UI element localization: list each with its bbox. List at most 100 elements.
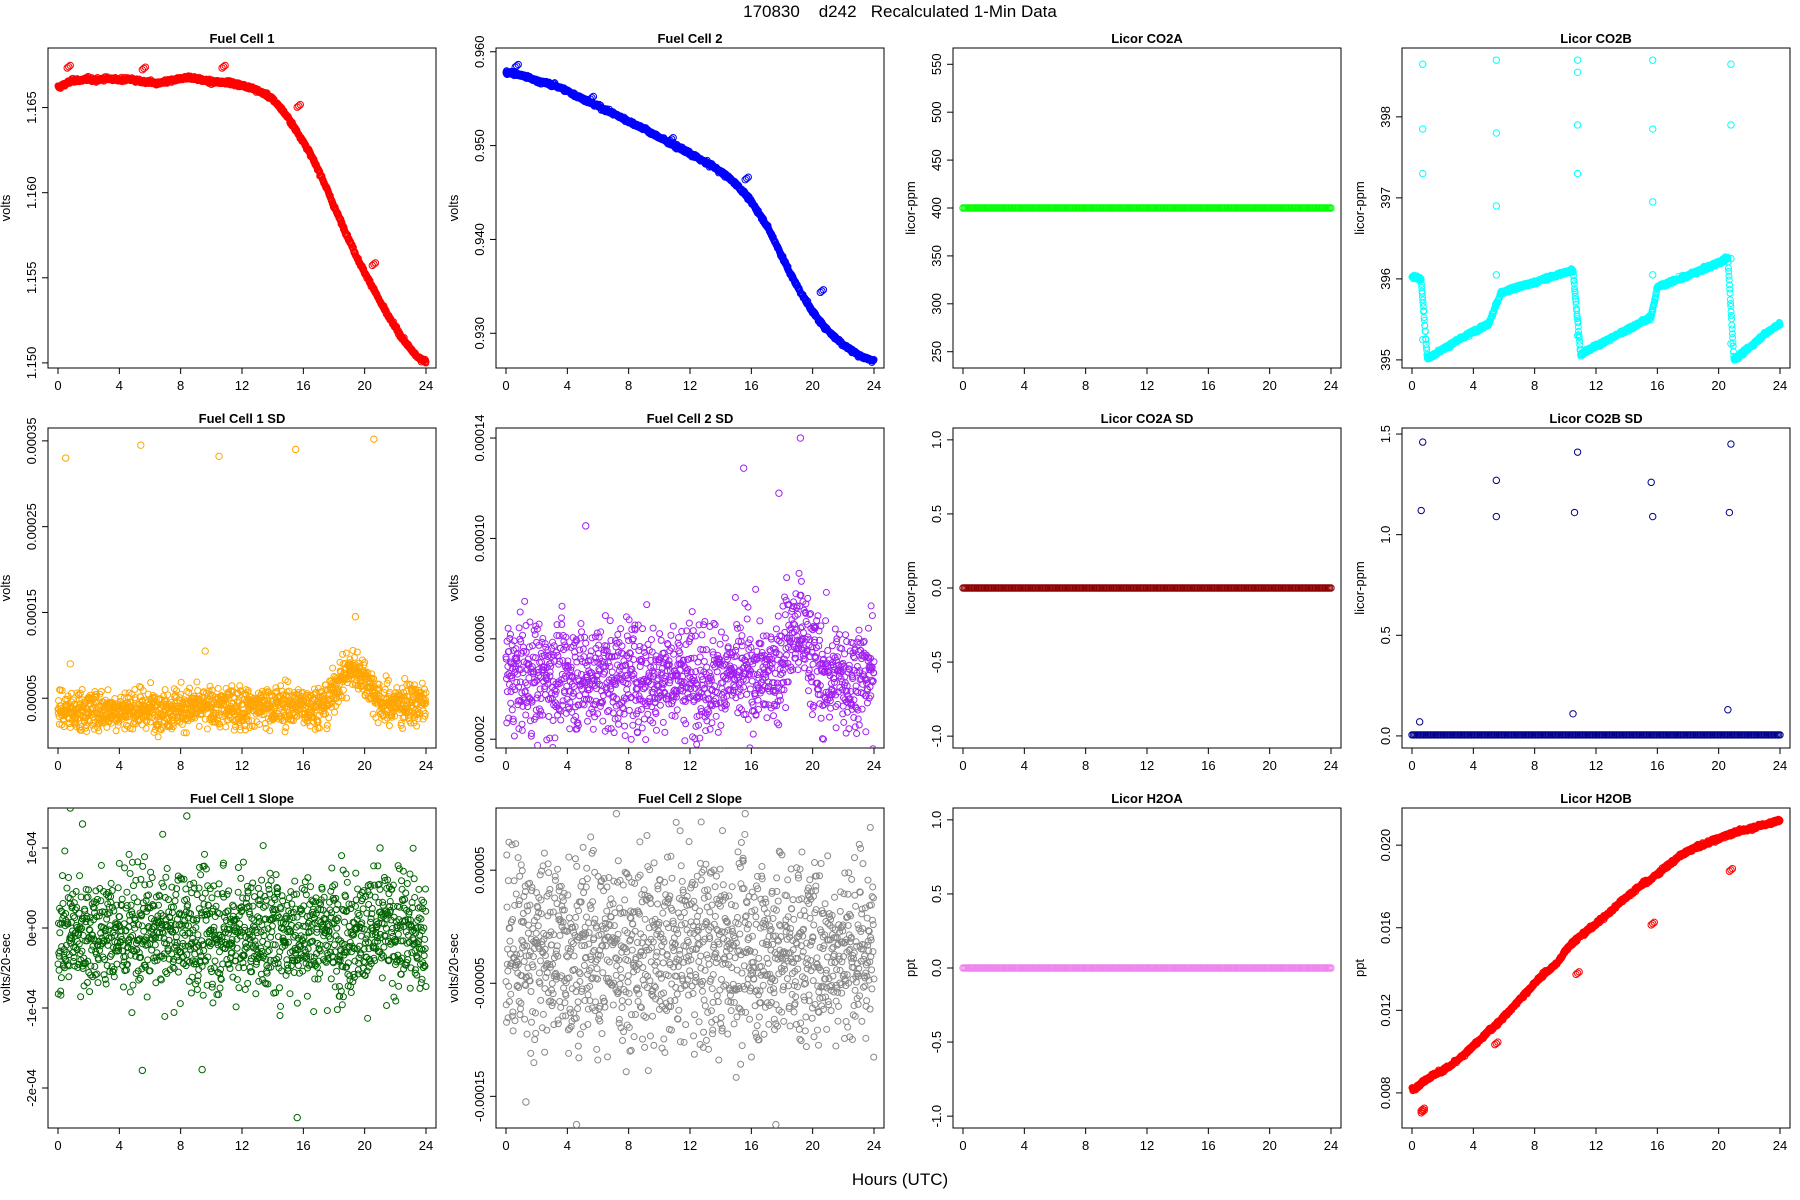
y-tick-label: 0.00035	[24, 417, 39, 464]
data-point	[295, 102, 303, 110]
data-point	[1419, 299, 1427, 307]
data-point	[1729, 348, 1737, 356]
data-point	[370, 260, 378, 268]
data-point	[1419, 296, 1427, 304]
x-tick-label: 24	[1324, 378, 1338, 393]
x-tick-label: 12	[235, 758, 249, 773]
x-tick-label: 20	[805, 378, 819, 393]
x-tick-label: 0	[54, 758, 61, 773]
x-tick-label: 24	[419, 758, 433, 773]
data-point	[77, 726, 85, 734]
data-point	[125, 713, 133, 721]
data-point	[129, 725, 137, 733]
data-point	[588, 94, 596, 102]
data-point	[83, 728, 91, 736]
data-point	[1419, 169, 1427, 178]
y-tick-label: 398	[1378, 106, 1393, 128]
data-point	[511, 63, 519, 71]
data-point	[136, 683, 144, 691]
data-point	[1724, 255, 1732, 263]
data-point	[1776, 321, 1784, 329]
data-point	[1727, 308, 1735, 316]
y-tick-label: 0.940	[472, 223, 487, 256]
data-point	[1492, 56, 1501, 64]
data-point	[139, 687, 147, 695]
data-point	[142, 724, 150, 732]
data-point	[1727, 60, 1735, 68]
data-point	[1492, 202, 1501, 210]
data-point	[1573, 331, 1582, 340]
data-point	[1327, 204, 1335, 212]
x-tick-label: 20	[357, 758, 371, 773]
data-point	[1419, 335, 1427, 344]
chart-title: Fuel Cell 1	[209, 31, 274, 46]
data-point	[138, 721, 146, 729]
data-point	[666, 136, 674, 145]
data-point	[82, 724, 90, 732]
data-point	[1569, 268, 1577, 276]
y-axis-label: licor-ppm	[1352, 181, 1367, 234]
data-point	[65, 63, 73, 71]
data-point	[1422, 344, 1430, 352]
data-point	[63, 64, 71, 72]
data-point	[1573, 68, 1582, 77]
data-point	[95, 727, 103, 735]
data-point	[1649, 271, 1657, 279]
x-tick-label: 4	[1470, 378, 1477, 393]
x-tick-label: 20	[1262, 378, 1276, 393]
data-point	[1726, 296, 1734, 304]
data-point	[422, 358, 430, 366]
plot-frame	[1401, 47, 1791, 369]
data-point	[1573, 121, 1582, 129]
plot-frame	[47, 47, 437, 369]
data-point	[816, 288, 825, 297]
x-tick-label: 20	[1711, 378, 1725, 393]
data-point	[1575, 333, 1583, 341]
x-tick-label: 24	[1773, 378, 1787, 393]
data-point	[1492, 271, 1501, 279]
data-point	[1417, 276, 1425, 284]
y-tick-label: 450	[929, 149, 944, 171]
y-tick-label: 1.160	[24, 176, 39, 209]
x-tick-label: 4	[116, 378, 123, 393]
data-point	[818, 287, 826, 295]
x-tick-label: 12	[1140, 378, 1154, 393]
data-point	[1421, 327, 1429, 335]
data-point	[1649, 125, 1657, 133]
data-series	[959, 204, 1335, 212]
data-point	[1649, 306, 1657, 314]
x-tick-label: 8	[177, 758, 184, 773]
data-point	[1571, 292, 1579, 300]
data-point	[741, 176, 749, 184]
data-point	[1727, 311, 1735, 319]
data-point	[218, 64, 226, 72]
data-point	[76, 689, 84, 697]
data-point	[1728, 321, 1736, 329]
data-point	[1420, 307, 1428, 315]
data-point	[1727, 121, 1735, 129]
data-point	[1724, 264, 1732, 272]
x-tick-label: 12	[1589, 378, 1603, 393]
y-tick-label: 0.00025	[24, 503, 39, 550]
y-tick-label: 0.950	[472, 129, 487, 162]
data-point	[1420, 314, 1428, 322]
x-tick-label: 24	[419, 378, 433, 393]
data-series	[1408, 56, 1784, 364]
data-point	[1574, 319, 1582, 327]
data-point	[97, 688, 105, 696]
data-point	[78, 685, 86, 693]
x-tick-label: 4	[116, 758, 123, 773]
y-tick-label: 395	[1378, 349, 1393, 371]
chart-title: Fuel Cell 2	[657, 31, 722, 46]
data-point	[513, 62, 521, 70]
x-tick-label: 16	[1650, 378, 1664, 393]
x-tick-label: 24	[867, 378, 881, 393]
y-tick-label: 1.150	[24, 347, 39, 380]
data-point	[60, 715, 68, 723]
x-tick-label: 8	[625, 378, 632, 393]
y-tick-label: 0.00005	[24, 675, 39, 722]
data-point	[667, 135, 676, 143]
data-point	[1570, 277, 1578, 285]
